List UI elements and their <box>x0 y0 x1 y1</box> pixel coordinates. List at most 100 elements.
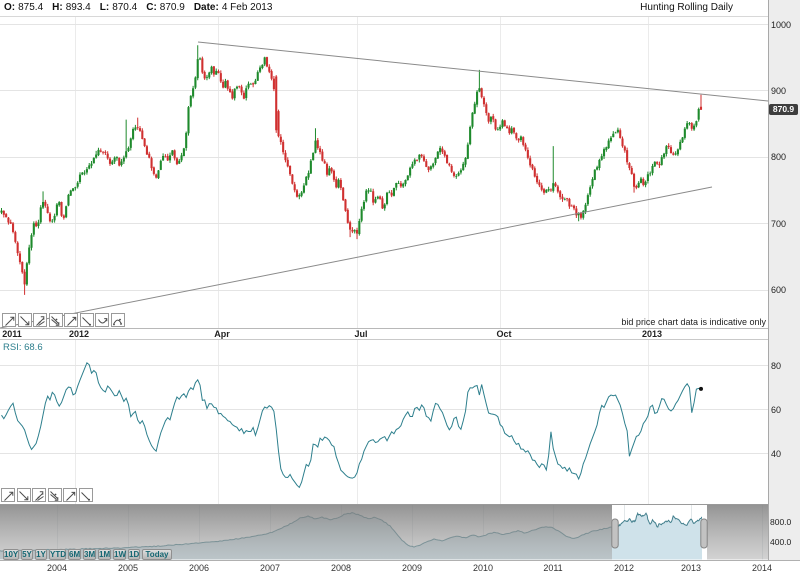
navigator-handle-left[interactable] <box>611 518 619 549</box>
ohlc-field-value: 870.4 <box>112 2 138 13</box>
ohlc-field-label: H: <box>52 2 63 13</box>
rsi-value-label: RSI: 68.6 <box>3 342 43 353</box>
navigator-year-label: 2010 <box>472 563 494 573</box>
price-axis-tick-label: 900 <box>771 85 787 96</box>
rsi-axis-tick-label: 60 <box>771 404 782 415</box>
ray-up-icon <box>66 314 77 326</box>
right-axis-strip <box>768 0 800 560</box>
candle-wicks-down <box>3 56 702 295</box>
navigator-year-label: 2011 <box>543 563 563 573</box>
draw-tool-ray-up-button[interactable] <box>64 313 78 327</box>
navigator-axis-tick-label: 800.0 <box>770 516 792 527</box>
navigator-year-label: 2012 <box>613 563 635 573</box>
navigator-axis-tick-label: 400.0 <box>770 537 792 548</box>
ohlc-field: C: 870.9 <box>146 2 185 13</box>
range-button-5y[interactable]: 5Y <box>21 549 33 560</box>
rsi-draw-tool-trend-line-up-button[interactable] <box>1 488 15 502</box>
range-button-6m[interactable]: 6M <box>68 549 81 560</box>
trend-line-up-icon <box>4 314 15 326</box>
range-button-1y[interactable]: 1Y <box>35 549 47 560</box>
range-button-today[interactable]: Today <box>142 549 172 560</box>
navigator-mask-right <box>707 504 768 560</box>
draw-tool-fan-lines-down-button[interactable] <box>48 313 63 327</box>
navigator-year-label: 2007 <box>259 563 281 573</box>
draw-tool-arc-fit-button[interactable] <box>110 313 125 327</box>
navigator-year-label: 2009 <box>401 563 423 573</box>
arc-fit-icon <box>112 314 123 326</box>
navigator-year-label: 2013 <box>680 563 702 573</box>
navigator-year-label: 2014 <box>751 563 773 573</box>
rsi-draw-toolbar <box>1 488 94 502</box>
rsi-draw-tool-trend-line-down-button[interactable] <box>16 488 31 502</box>
trend-line-down-icon <box>18 489 29 501</box>
ohlc-field-value: 4 Feb 2013 <box>221 2 273 13</box>
time-axis-tick-label: 2012 <box>68 329 90 339</box>
candle-bodies-up <box>0 57 700 285</box>
candle-wicks-up <box>1 45 700 286</box>
ohlc-field-value: 875.4 <box>18 2 44 13</box>
ohlc-field: H: 893.4 <box>52 2 91 13</box>
fan-lines-down-icon <box>49 489 60 501</box>
rsi-draw-tool-fan-lines-up-button[interactable] <box>32 488 46 502</box>
range-selector: 10Y 5Y 1Y YTD 6M 3M 1M 1W 1D Today <box>3 549 174 560</box>
rsi-axis-tick-label: 40 <box>771 448 782 459</box>
trendline <box>0 186 713 329</box>
price-axis-tick-label: 600 <box>771 285 787 296</box>
draw-tool-trend-line-up-button[interactable] <box>2 313 16 327</box>
rsi-draw-tool-ray-up-button[interactable] <box>63 488 77 502</box>
indicative-note: bid price chart data is indicative only <box>621 317 766 327</box>
range-button-1m[interactable]: 1M <box>98 549 111 560</box>
range-button-ytd[interactable]: YTD <box>49 549 66 560</box>
rsi-current-dot <box>699 386 703 391</box>
rsi-axis-tick-label: 80 <box>771 360 782 371</box>
ohlc-field-value: 870.9 <box>159 2 185 13</box>
draw-tool-ray-down-button[interactable] <box>79 313 94 327</box>
draw-tool-curve-up-button[interactable] <box>95 313 109 327</box>
time-axis-tick-label: Apr <box>214 329 230 339</box>
price-axis-tick-label: 700 <box>771 218 787 229</box>
ohlc-field-label: Date: <box>193 2 219 13</box>
time-axis-tick-label: Oct <box>496 329 512 339</box>
navigator-handle-right[interactable] <box>700 518 708 549</box>
ohlc-field-label: O: <box>4 2 16 13</box>
fan-lines-down-icon <box>50 314 61 326</box>
ohlc-field-label: C: <box>146 2 157 13</box>
price-axis-tick-label: 800 <box>771 152 787 163</box>
time-axis-tick-label: 2011 <box>2 329 22 339</box>
draw-tool-fan-lines-up-button[interactable] <box>33 313 47 327</box>
ray-down-icon <box>80 489 91 501</box>
ohlc-field-value: 893.4 <box>65 2 91 13</box>
chart-title: Hunting Rolling Daily <box>640 2 733 13</box>
curve-up-icon <box>97 314 108 326</box>
navigator-year-label: 2004 <box>46 563 68 573</box>
navigator-year-label: 2006 <box>188 563 210 573</box>
rsi-draw-tool-fan-lines-down-button[interactable] <box>47 488 62 502</box>
fan-lines-up-icon <box>35 314 46 326</box>
range-button-10y[interactable]: 10Y <box>3 549 19 560</box>
trendline <box>197 41 769 102</box>
rsi-line <box>1 361 702 489</box>
price-axis-tick-label: 1000 <box>771 19 792 30</box>
range-button-1w[interactable]: 1W <box>113 549 126 560</box>
fan-lines-up-icon <box>34 489 45 501</box>
ohlc-field: Date: 4 Feb 2013 <box>194 2 273 13</box>
ohlc-field-label: L: <box>99 2 110 13</box>
ray-down-icon <box>81 314 92 326</box>
trend-line-down-icon <box>19 314 30 326</box>
time-axis-tick-label: Jul <box>354 329 368 339</box>
range-button-1d[interactable]: 1D <box>128 549 140 560</box>
range-button-3m[interactable]: 3M <box>83 549 96 560</box>
main-chart-draw-toolbar <box>2 313 126 327</box>
ohlc-field: L: 870.4 <box>100 2 137 13</box>
trend-line-up-icon <box>3 489 14 501</box>
ray-up-icon <box>65 489 76 501</box>
time-axis-tick-label: 2013 <box>641 329 663 339</box>
navigator-year-label: 2008 <box>330 563 352 573</box>
last-price-badge: 870.9 <box>769 104 798 116</box>
rsi-draw-tool-ray-down-button[interactable] <box>78 488 93 502</box>
draw-tool-trend-line-down-button[interactable] <box>17 313 32 327</box>
ohlc-header: O: 875.4 H: 893.4 L: 870.4 C: 870.9 Date: 4 Feb 2… <box>0 0 768 16</box>
navigator-year-label: 2005 <box>117 563 139 573</box>
